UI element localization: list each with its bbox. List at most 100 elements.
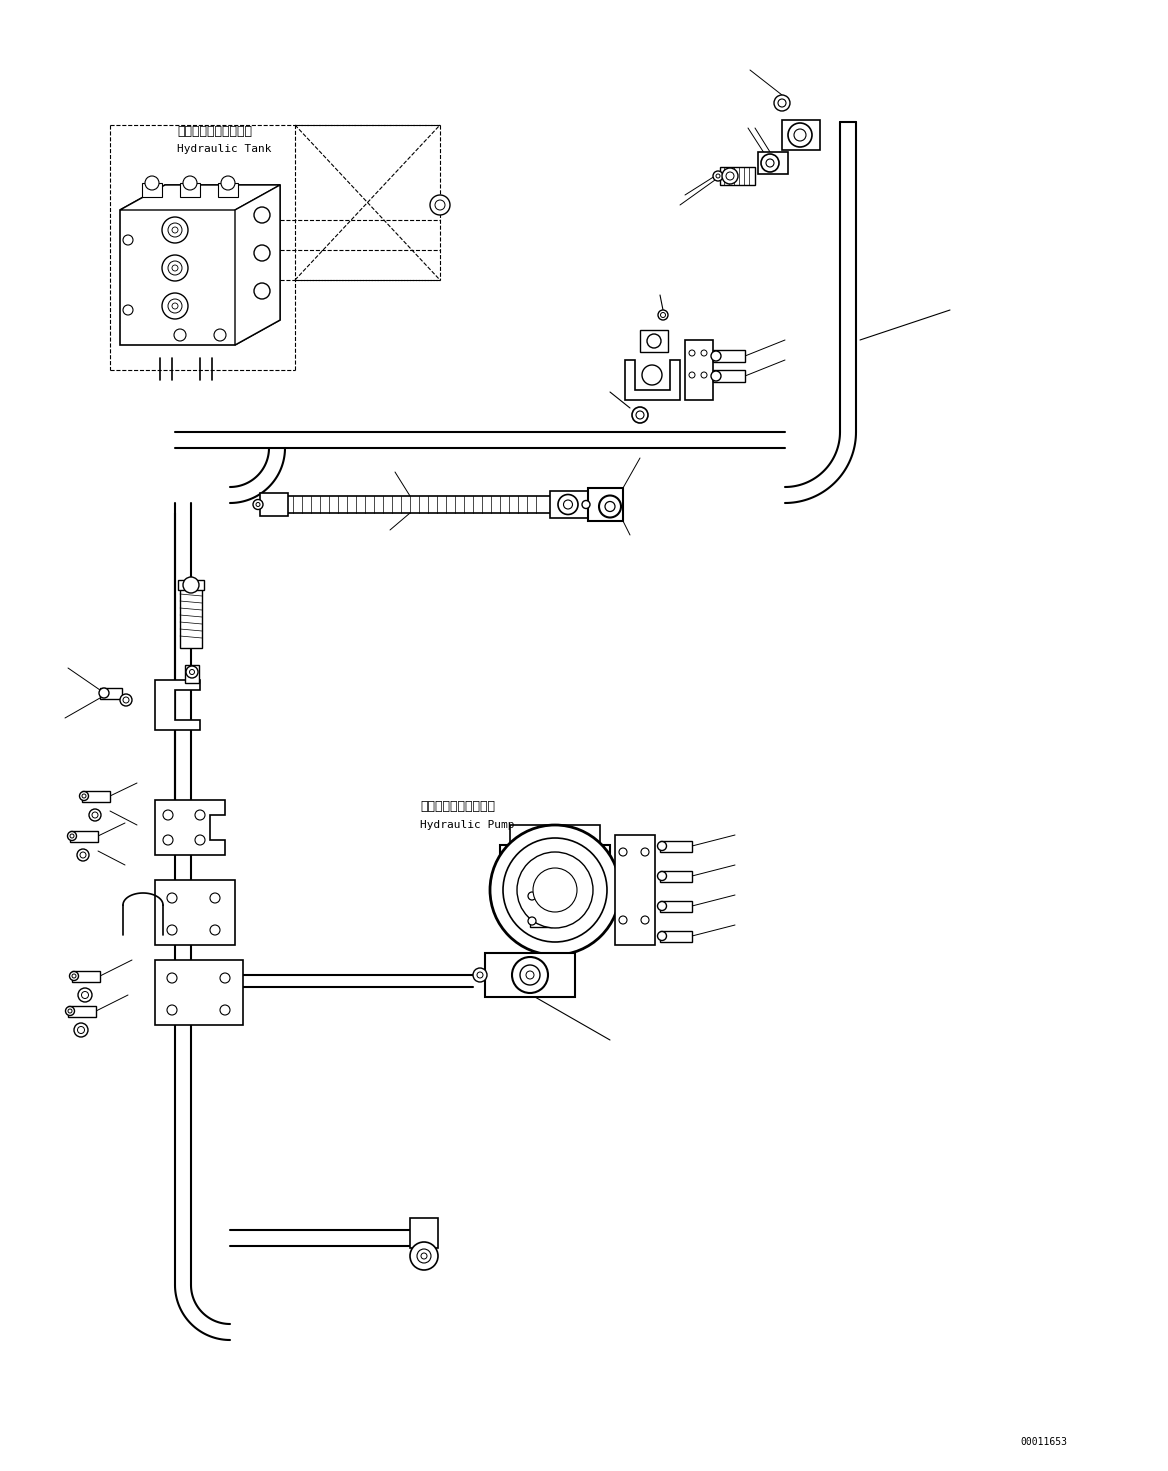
Bar — [72, 971, 100, 983]
Text: ハイドロリックタンク: ハイドロリックタンク — [178, 125, 252, 138]
Circle shape — [77, 1027, 84, 1034]
Circle shape — [195, 836, 206, 844]
Circle shape — [641, 916, 649, 924]
Bar — [640, 330, 668, 352]
Circle shape — [660, 312, 666, 318]
Circle shape — [221, 177, 235, 190]
Circle shape — [168, 299, 182, 313]
Bar — [485, 953, 575, 997]
Circle shape — [183, 577, 199, 593]
Circle shape — [434, 200, 445, 210]
Circle shape — [722, 168, 738, 184]
Circle shape — [195, 811, 206, 819]
Circle shape — [528, 916, 536, 925]
Circle shape — [701, 372, 707, 378]
Bar — [410, 1218, 438, 1247]
Circle shape — [642, 365, 662, 385]
Circle shape — [420, 1253, 427, 1259]
Bar — [758, 152, 788, 174]
Circle shape — [658, 310, 668, 321]
Text: ハイドロリックポンプ: ハイドロリックポンプ — [420, 800, 495, 813]
Circle shape — [410, 1242, 438, 1269]
Circle shape — [503, 838, 607, 941]
Circle shape — [168, 224, 182, 237]
Circle shape — [253, 246, 270, 260]
Circle shape — [701, 350, 707, 356]
Bar — [180, 588, 202, 649]
Circle shape — [477, 972, 484, 978]
Circle shape — [145, 177, 159, 190]
Polygon shape — [625, 360, 680, 400]
Polygon shape — [120, 185, 280, 346]
Circle shape — [716, 174, 719, 178]
Circle shape — [526, 971, 534, 980]
Circle shape — [79, 852, 86, 858]
Circle shape — [582, 500, 590, 509]
Bar — [142, 182, 162, 197]
Circle shape — [189, 669, 195, 675]
Polygon shape — [120, 185, 280, 210]
Circle shape — [92, 812, 98, 818]
Bar — [185, 665, 199, 683]
Circle shape — [168, 260, 182, 275]
Circle shape — [174, 330, 186, 341]
Circle shape — [788, 124, 812, 147]
Circle shape — [68, 1009, 72, 1014]
Polygon shape — [155, 800, 225, 855]
Bar — [178, 580, 204, 590]
Circle shape — [210, 925, 220, 936]
Bar — [70, 831, 98, 841]
Circle shape — [520, 965, 540, 986]
Bar — [510, 825, 600, 847]
Circle shape — [162, 293, 188, 319]
Circle shape — [605, 502, 616, 512]
Circle shape — [658, 902, 667, 911]
Circle shape — [77, 849, 89, 861]
Bar — [155, 961, 243, 1025]
Circle shape — [72, 974, 76, 978]
Bar — [660, 871, 691, 883]
Bar — [660, 902, 691, 912]
Circle shape — [619, 916, 627, 924]
Circle shape — [120, 694, 132, 706]
Circle shape — [473, 968, 487, 983]
Bar — [82, 791, 110, 802]
Circle shape — [65, 1006, 75, 1015]
Circle shape — [658, 931, 667, 940]
Circle shape — [123, 697, 128, 703]
Bar — [783, 121, 820, 150]
Circle shape — [164, 836, 173, 844]
Circle shape — [167, 893, 178, 903]
Circle shape — [214, 330, 225, 341]
Polygon shape — [235, 185, 280, 346]
Bar — [660, 931, 691, 941]
Circle shape — [99, 688, 109, 699]
Circle shape — [430, 196, 450, 215]
Bar — [68, 1006, 96, 1016]
Circle shape — [253, 282, 270, 299]
Circle shape — [528, 891, 536, 900]
Circle shape — [172, 303, 178, 309]
Text: Hydraulic Tank: Hydraulic Tank — [178, 144, 271, 154]
Text: 00011653: 00011653 — [1020, 1437, 1068, 1447]
Circle shape — [712, 171, 723, 181]
Circle shape — [658, 871, 667, 881]
Circle shape — [491, 825, 620, 955]
Circle shape — [210, 893, 220, 903]
Circle shape — [794, 129, 806, 141]
Bar — [550, 491, 588, 518]
Polygon shape — [155, 680, 200, 730]
Circle shape — [89, 809, 100, 821]
Circle shape — [167, 925, 178, 936]
Circle shape — [689, 350, 695, 356]
Circle shape — [766, 159, 774, 168]
Bar — [684, 340, 712, 400]
Circle shape — [778, 99, 786, 107]
Circle shape — [167, 1005, 178, 1015]
Circle shape — [79, 791, 89, 800]
Bar — [218, 182, 238, 197]
Bar — [712, 350, 745, 362]
Bar — [588, 488, 623, 521]
Circle shape — [726, 172, 734, 179]
Circle shape — [220, 1005, 230, 1015]
